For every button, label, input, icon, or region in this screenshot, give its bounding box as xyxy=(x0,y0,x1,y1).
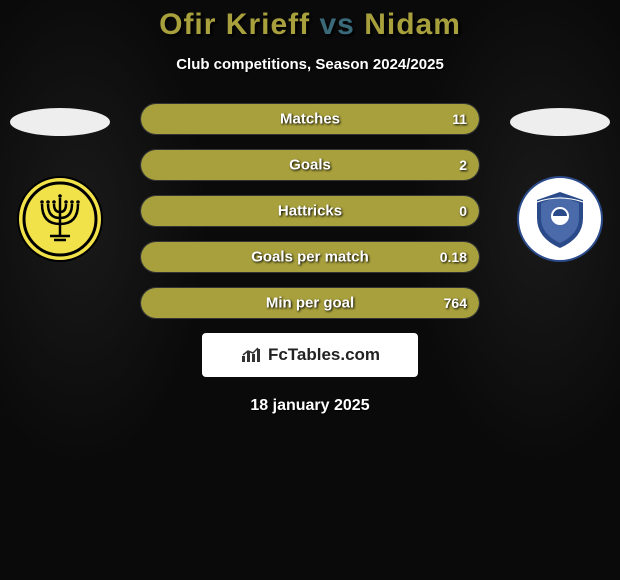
stat-label: Hattricks xyxy=(278,203,342,220)
menorah-icon xyxy=(17,176,103,262)
branding-box[interactable]: FcTables.com xyxy=(202,333,418,377)
stat-pill: Min per goal 764 xyxy=(140,287,480,319)
branding-text: FcTables.com xyxy=(268,345,380,365)
stat-value-right: 2 xyxy=(459,157,467,173)
player2-ellipse xyxy=(510,108,610,136)
stats-area: Matches 11 Goals 2 Hattricks 0 Goals per match… xyxy=(140,103,480,319)
stat-value-right: 11 xyxy=(452,111,467,127)
shield-icon xyxy=(517,176,603,262)
stat-value-right: 0 xyxy=(459,203,467,219)
stat-pill: Goals per match 0.18 xyxy=(140,241,480,273)
chart-icon xyxy=(240,346,262,364)
player1-ellipse xyxy=(10,108,110,136)
left-column xyxy=(10,108,110,262)
subtitle: Club competitions, Season 2024/2025 xyxy=(0,56,620,73)
page-title: Ofir Krieff vs Nidam xyxy=(0,8,620,42)
stat-label: Goals xyxy=(289,157,331,174)
right-column xyxy=(510,108,610,262)
stat-label: Matches xyxy=(280,111,340,128)
stat-pill: Matches 11 xyxy=(140,103,480,135)
stat-pill: Goals 2 xyxy=(140,149,480,181)
stat-label: Goals per match xyxy=(251,249,369,266)
stat-value-right: 764 xyxy=(444,295,467,311)
vs-text: vs xyxy=(319,8,354,41)
main-container: Ofir Krieff vs Nidam Club competitions, … xyxy=(0,0,620,415)
club-badge-left xyxy=(17,176,103,262)
player1-name: Ofir Krieff xyxy=(159,8,310,41)
stat-label: Min per goal xyxy=(266,295,354,312)
player2-name: Nidam xyxy=(364,8,461,41)
stat-pill: Hattricks 0 xyxy=(140,195,480,227)
date-text: 18 january 2025 xyxy=(0,397,620,415)
club-badge-right xyxy=(517,176,603,262)
stat-value-right: 0.18 xyxy=(440,249,467,265)
